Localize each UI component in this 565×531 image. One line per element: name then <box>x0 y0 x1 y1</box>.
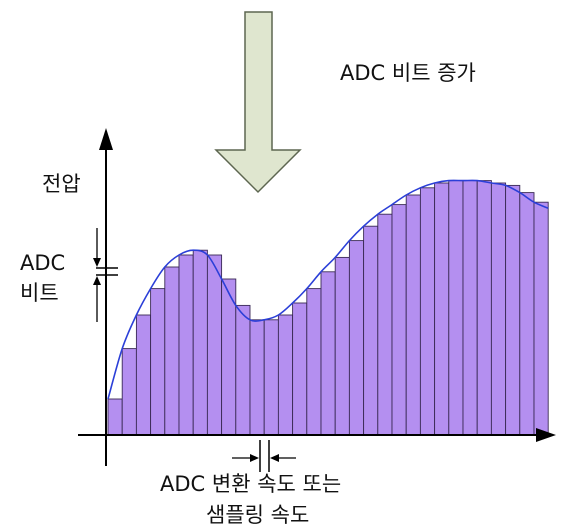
analog-signal-curve <box>107 179 549 400</box>
sample-bar <box>192 249 208 436</box>
down-arrow-icon <box>214 11 302 194</box>
sample-bar <box>178 254 194 436</box>
sample-bar <box>533 201 549 436</box>
adc-bits-label-line1: ADC <box>20 251 65 275</box>
sample-bar <box>164 266 180 436</box>
sample-bar <box>391 204 407 436</box>
sample-bar <box>292 302 308 436</box>
sample-bar <box>249 319 265 436</box>
sample-rate-label-line1: ADC 변환 속도 또는 <box>160 472 341 496</box>
sample-bar <box>348 240 365 436</box>
sample-bar <box>263 319 279 436</box>
sample-bar <box>277 314 294 436</box>
x-axis-arrowhead-icon <box>536 428 556 442</box>
sample-bar <box>306 288 322 436</box>
sample-bar <box>434 182 450 436</box>
adc-bits-increase-label: ADC 비트 증가 <box>340 61 476 85</box>
sample-bar <box>334 256 350 436</box>
sample-bar <box>121 348 137 436</box>
sample-bar <box>320 271 336 436</box>
sample-bar <box>206 254 223 436</box>
y-axis-arrowhead-icon <box>99 128 113 150</box>
sample-bar <box>107 398 123 436</box>
sample-bar <box>490 182 507 436</box>
adc-bit-height-marker <box>93 228 118 322</box>
sample-bar <box>377 213 393 436</box>
sample-bar <box>519 192 535 436</box>
sample-bar <box>462 180 478 436</box>
voltage-label: 전압 <box>42 172 81 196</box>
sample-bar <box>235 304 251 436</box>
sample-bar <box>476 180 492 436</box>
sample-bar <box>505 184 521 436</box>
sample-rate-label-line2: 샘플링 속도 <box>206 503 309 527</box>
sample-width-marker <box>232 440 296 472</box>
sample-bar <box>405 194 421 436</box>
sample-bar <box>419 187 436 436</box>
adc-bits-label-line2: 비트 <box>20 281 59 305</box>
sample-bar <box>363 225 379 436</box>
sample-bars <box>107 180 549 436</box>
sample-bar <box>448 180 464 436</box>
sample-bar <box>150 288 166 436</box>
sample-bar <box>135 314 152 436</box>
